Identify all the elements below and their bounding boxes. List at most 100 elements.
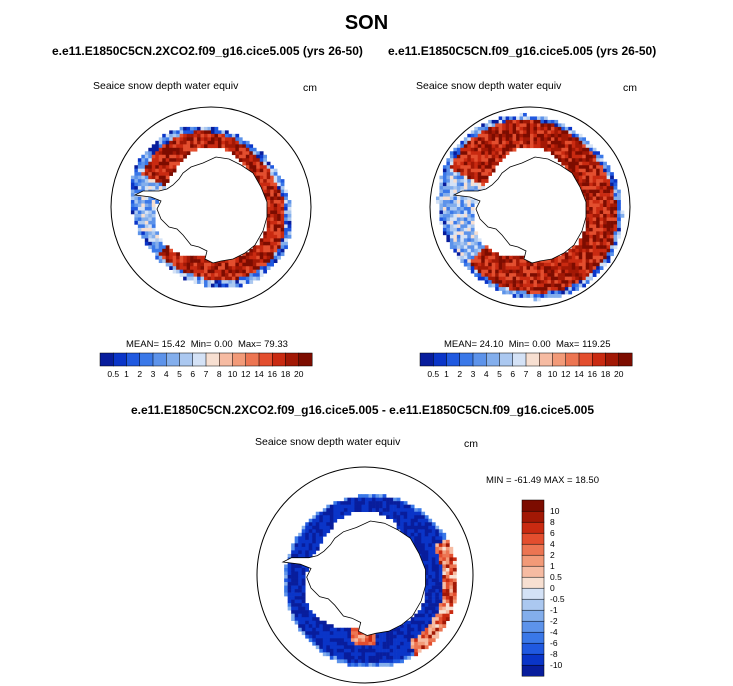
map-cell (498, 262, 503, 267)
map-cell (372, 648, 376, 653)
map-cell (298, 603, 303, 607)
map-cell (217, 266, 222, 270)
colorbar-tick-label: 20 (294, 369, 304, 379)
map-cell (319, 532, 324, 537)
map-cell (294, 578, 299, 583)
map-cell (368, 655, 373, 660)
map-cell (291, 596, 295, 600)
map-cell (575, 165, 580, 169)
map-cell (354, 501, 359, 505)
map-cell (460, 161, 465, 166)
map-cell (259, 273, 264, 277)
map-cell (516, 255, 520, 260)
map-cell (134, 203, 139, 208)
map-cell (365, 645, 369, 650)
map-cell (481, 172, 486, 176)
map-cell (361, 641, 366, 646)
map-cell (474, 234, 479, 239)
map-cell (481, 245, 486, 250)
map-cell (498, 144, 503, 149)
map-cell (452, 592, 457, 597)
map-cell (505, 144, 510, 149)
map-cell (613, 245, 618, 250)
map-cell (389, 652, 394, 657)
map-cell (610, 213, 614, 218)
map-cell (343, 641, 348, 646)
map-cell (417, 515, 422, 520)
map-cell (176, 130, 180, 135)
map-cell (301, 617, 306, 622)
map-cell (336, 631, 341, 636)
map-cell (400, 641, 404, 646)
map-cell (407, 504, 412, 509)
map-cell (144, 207, 149, 211)
map-cell (270, 227, 274, 232)
map-cell (259, 165, 264, 169)
map-cell (357, 638, 362, 643)
map-cell (162, 147, 167, 152)
map-cell (585, 224, 590, 229)
map-cell (571, 133, 576, 138)
colorbar-tick-label: 7 (524, 369, 529, 379)
map-cell (256, 252, 261, 257)
map-cell (582, 158, 587, 163)
map-cell (435, 624, 440, 629)
map-cell (273, 182, 278, 187)
map-cell (193, 259, 198, 264)
map-cell (606, 227, 611, 232)
map-cell (221, 262, 226, 267)
map-cell (151, 165, 156, 169)
map-cell (481, 252, 486, 257)
map-cell (137, 213, 142, 218)
map-cell (435, 567, 440, 572)
map-cell (431, 582, 436, 586)
map-cell (561, 151, 566, 156)
map-cell (452, 575, 457, 579)
map-cell (141, 179, 146, 183)
map-cell (442, 553, 447, 558)
map-cell (509, 133, 513, 138)
map-cell (245, 140, 250, 145)
map-cell (540, 116, 545, 121)
map-cell (273, 259, 278, 264)
map-cell (606, 175, 611, 180)
map-cell (347, 638, 352, 643)
map-cell (228, 269, 233, 274)
map-cell (428, 564, 433, 569)
map-cell (571, 266, 576, 270)
map-cell (435, 564, 440, 569)
map-cell (470, 144, 475, 149)
map-cell (403, 518, 408, 523)
map-cell (134, 186, 139, 190)
map-cell (449, 165, 454, 169)
map-cell (550, 294, 555, 298)
map-cell (523, 290, 527, 295)
map-cell (389, 497, 394, 502)
map-cell (568, 130, 573, 135)
map-cell (162, 248, 167, 253)
map-cell (403, 638, 408, 643)
map-cell (568, 287, 573, 291)
map-cell (319, 624, 324, 629)
map-cell (439, 220, 444, 225)
map-cell (428, 634, 433, 639)
map-cell (329, 624, 334, 629)
map-cell (256, 172, 261, 176)
map-cell (386, 515, 390, 520)
map-cell (294, 589, 299, 593)
map-cell (308, 522, 313, 527)
map-cell (141, 161, 146, 166)
map-cell (231, 276, 236, 281)
map-cell (442, 175, 447, 180)
map-cell (578, 238, 583, 243)
map-cell (235, 137, 240, 142)
map-cell (456, 154, 461, 159)
map-cell (613, 189, 618, 194)
colorbar-swatch (521, 565, 545, 578)
map-cell (596, 217, 600, 222)
map-cell (463, 137, 468, 142)
map-cell (516, 273, 520, 277)
map-cell (158, 147, 163, 152)
colorbar-tick-label: 14 (254, 369, 264, 379)
map-cell (294, 599, 299, 604)
